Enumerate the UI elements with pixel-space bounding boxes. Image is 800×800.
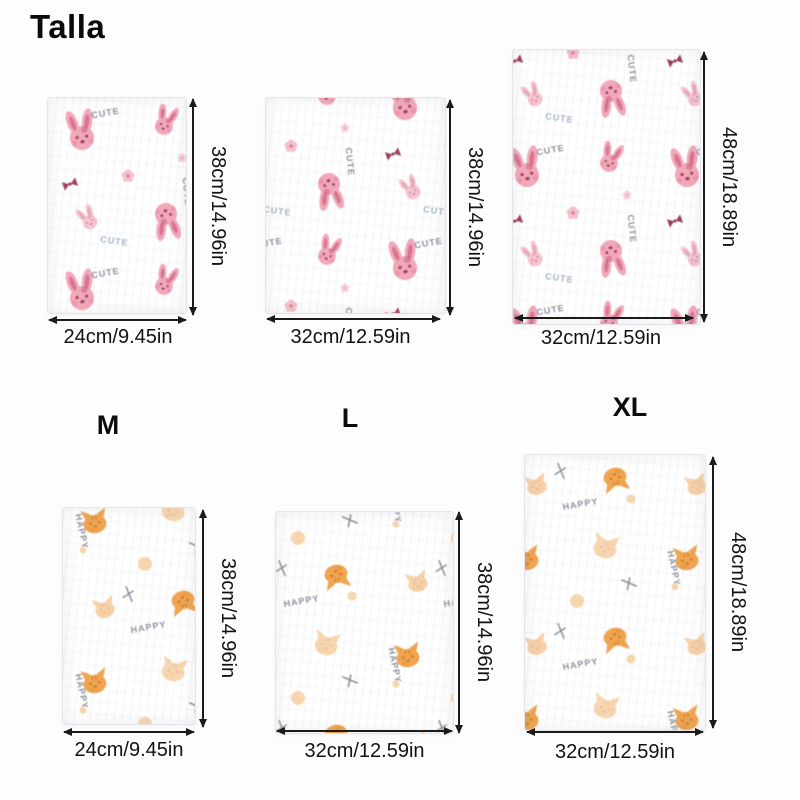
size-label-m: M: [96, 410, 120, 440]
width-dimension-arrow: [63, 728, 195, 736]
fabric-swatch-top-right: [513, 50, 700, 324]
fabric-swatch-bottom-middle: [276, 512, 453, 733]
height-dimension-arrow: [199, 509, 207, 728]
width-dimension-arrow: [526, 728, 704, 736]
fabric-swatch-bottom-right: [525, 455, 705, 730]
size-label-l: L: [341, 403, 359, 433]
size-label-xl: XL: [612, 392, 648, 422]
page-title: Talla: [30, 8, 106, 45]
height-dimension-arrow: [446, 99, 454, 316]
height-dimension-label: 48cm/18.89in: [718, 126, 740, 248]
width-dimension-label: 32cm/12.59in: [554, 741, 676, 763]
fabric-swatch-bottom-left: [63, 508, 195, 724]
height-dimension-label: 48cm/18.89in: [727, 532, 749, 653]
width-dimension-arrow: [266, 315, 441, 323]
width-dimension-label: 32cm/12.59in: [304, 740, 425, 762]
height-dimension-arrow: [455, 511, 463, 734]
height-dimension-arrow: [189, 98, 197, 316]
width-dimension-arrow: [48, 316, 187, 324]
height-dimension-label: 38cm/14.96in: [464, 147, 486, 268]
width-dimension-label: 32cm/12.59in: [540, 327, 662, 349]
width-dimension-arrow: [276, 727, 453, 735]
width-dimension-arrow: [514, 314, 694, 322]
height-dimension-arrow: [700, 51, 708, 323]
height-dimension-arrow: [709, 456, 717, 729]
height-dimension-label: 38cm/14.96in: [473, 562, 495, 683]
width-dimension-label: 32cm/12.59in: [290, 326, 411, 348]
fabric-swatch-top-middle: [266, 98, 445, 313]
width-dimension-label: 24cm/9.45in: [74, 739, 184, 761]
fabric-swatch-top-left: [48, 98, 186, 313]
height-dimension-label: 38cm/14.96in: [207, 146, 229, 267]
height-dimension-label: 38cm/14.96in: [217, 558, 239, 679]
width-dimension-label: 24cm/9.45in: [63, 326, 173, 348]
